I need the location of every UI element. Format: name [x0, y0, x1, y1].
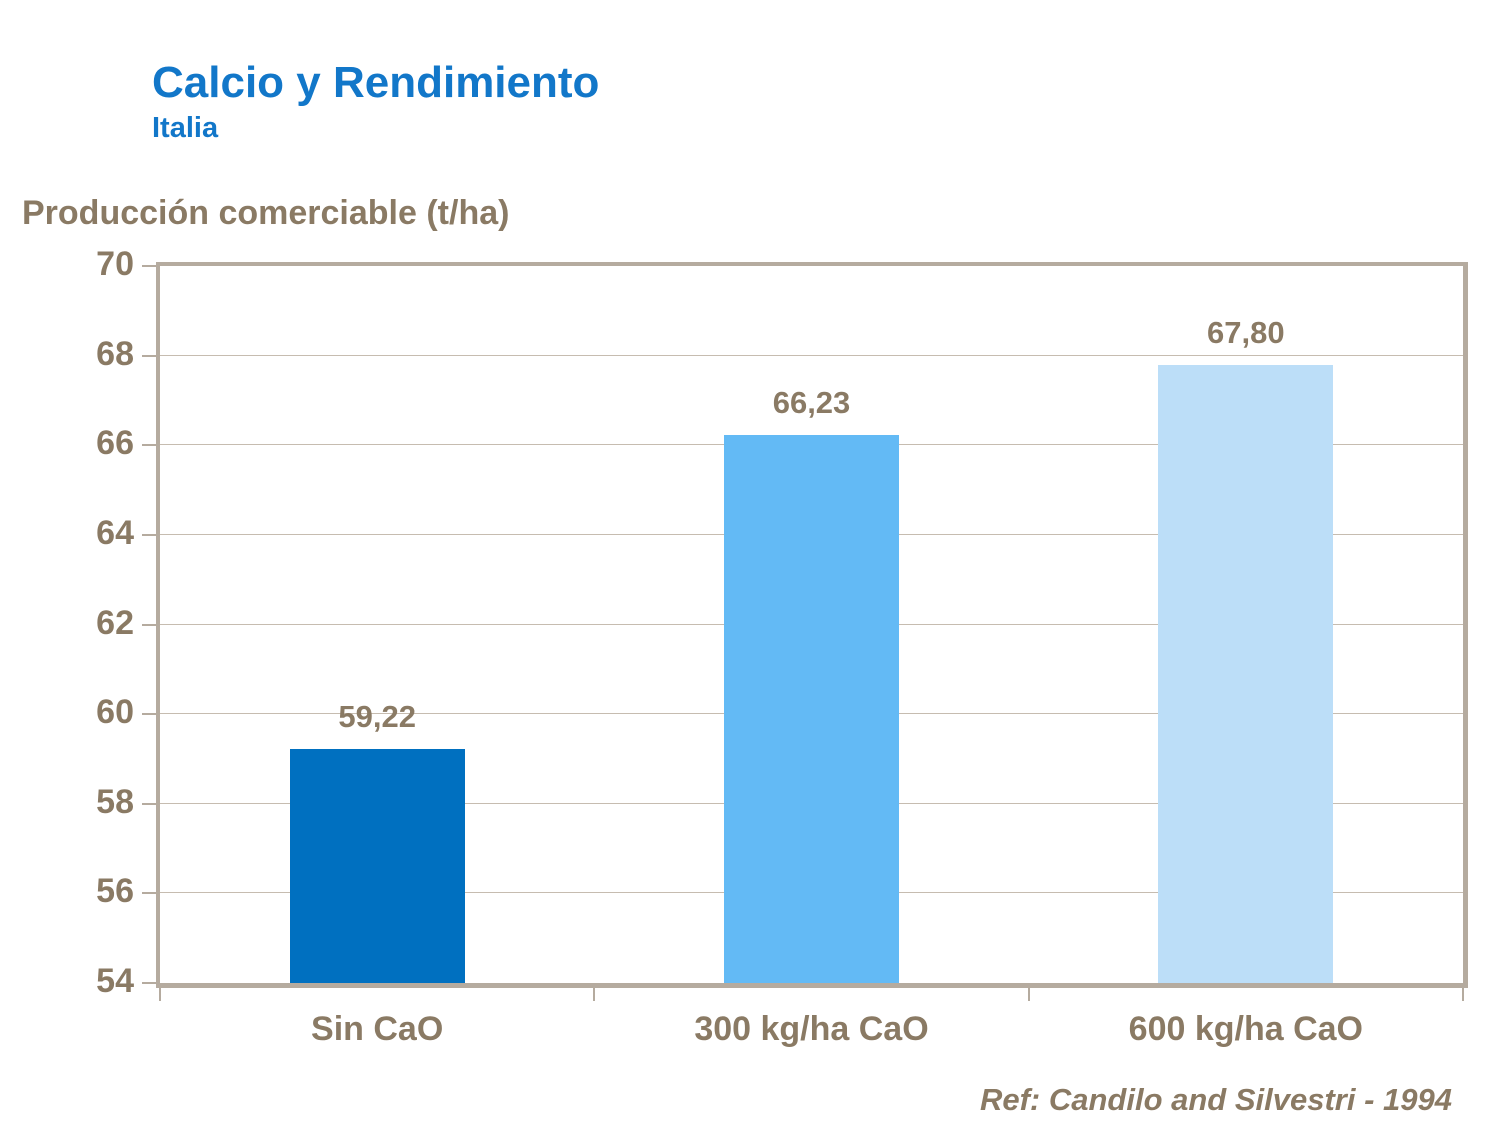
y-tick-label: 70: [96, 245, 134, 283]
y-tick-mark: [142, 444, 156, 447]
y-tick-mark: [142, 892, 156, 895]
y-tick-mark: [142, 982, 156, 984]
bar-value-label: 59,22: [338, 699, 416, 735]
x-tick-label: 600 kg/ha CaO: [1128, 1010, 1363, 1048]
bar-3: [1158, 364, 1334, 983]
y-tick-mark: [142, 623, 156, 626]
y-axis-title: Producción comerciable (t/ha): [22, 194, 510, 232]
x-tick-label: Sin CaO: [311, 1010, 444, 1048]
bar-value-label: 66,23: [772, 384, 851, 420]
x-tick-mark: [159, 986, 161, 1001]
y-tick-label: 66: [96, 424, 134, 463]
y-tick-mark: [142, 802, 156, 805]
y-tick-label: 56: [96, 872, 134, 911]
y-tick-label: 60: [96, 693, 134, 732]
page-subtitle: Italia: [152, 112, 219, 144]
y-tick-mark: [142, 265, 156, 267]
y-tick-label: 62: [96, 603, 134, 642]
y-tick-mark: [142, 354, 156, 357]
gridline: [160, 354, 1463, 356]
y-tick-label: 54: [96, 962, 134, 1000]
bar-1: [289, 749, 465, 983]
bar-2: [724, 434, 899, 983]
plot-inner: 59,22 66,23 67,80: [160, 266, 1463, 983]
y-tick-label: 64: [96, 513, 134, 552]
x-tick-mark: [593, 986, 596, 1001]
plot-area: 59,22 66,23 67,80: [156, 262, 1468, 988]
bar-value-label: 67,80: [1207, 314, 1285, 350]
y-tick-label: 58: [96, 782, 134, 821]
page-title: Calcio y Rendimiento: [152, 58, 600, 107]
x-tick-mark: [1027, 986, 1030, 1001]
x-tick-mark: [1462, 986, 1464, 1001]
x-tick-label: 300 kg/ha CaO: [694, 1010, 929, 1048]
y-tick-label: 68: [96, 334, 134, 373]
y-tick-mark: [142, 533, 156, 536]
reference-note: Ref: Candilo and Silvestri - 1994: [979, 1082, 1452, 1117]
y-tick-mark: [142, 713, 156, 716]
